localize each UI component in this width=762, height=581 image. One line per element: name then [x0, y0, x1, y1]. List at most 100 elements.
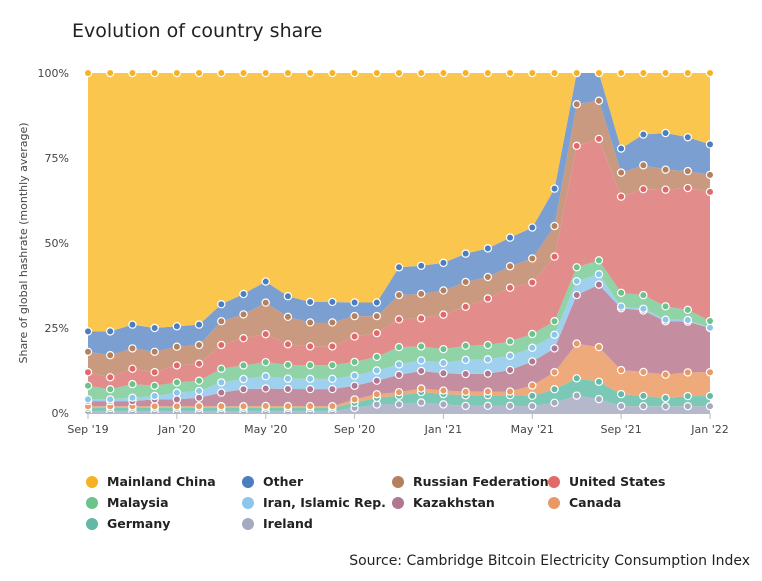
point-mainland-china[interactable] — [528, 68, 537, 78]
point-germany[interactable] — [550, 385, 559, 394]
point-malaysia[interactable] — [417, 342, 426, 351]
point-malaysia[interactable] — [283, 360, 293, 370]
point-mainland-china[interactable] — [683, 68, 692, 78]
point-kazakhstan[interactable] — [283, 384, 293, 394]
point-canada[interactable] — [528, 381, 537, 390]
point-ireland[interactable] — [594, 394, 604, 404]
point-mainland-china[interactable] — [106, 68, 115, 78]
point-russian-federation[interactable] — [217, 317, 226, 326]
point-united-states[interactable] — [394, 315, 404, 324]
point-other[interactable] — [528, 223, 537, 232]
point-malaysia[interactable] — [239, 361, 248, 370]
point-iran-islamic-rep[interactable] — [550, 330, 559, 339]
point-other[interactable] — [305, 297, 315, 307]
point-russian-federation[interactable] — [594, 96, 604, 105]
point-ireland[interactable] — [705, 402, 715, 411]
point-mainland-china[interactable] — [261, 68, 270, 78]
point-united-states[interactable] — [372, 328, 381, 338]
point-united-states[interactable] — [350, 332, 359, 341]
point-other[interactable] — [439, 258, 448, 268]
point-russian-federation[interactable] — [394, 290, 404, 300]
point-russian-federation[interactable] — [172, 342, 182, 351]
point-united-states[interactable] — [483, 294, 493, 303]
point-other[interactable] — [372, 298, 381, 307]
point-mainland-china[interactable] — [217, 68, 226, 78]
point-united-states[interactable] — [639, 184, 648, 194]
point-iran-islamic-rep[interactable] — [305, 374, 315, 384]
point-kazakhstan[interactable] — [572, 290, 581, 300]
point-russian-federation[interactable] — [505, 262, 515, 271]
point-kazakhstan[interactable] — [550, 344, 559, 353]
point-iran-islamic-rep[interactable] — [172, 388, 182, 397]
point-ireland[interactable] — [661, 402, 670, 411]
point-other[interactable] — [83, 327, 93, 336]
point-other[interactable] — [417, 261, 426, 270]
point-germany[interactable] — [683, 391, 692, 401]
point-mainland-china[interactable] — [616, 68, 626, 78]
legend-item-other[interactable]: Other — [242, 474, 303, 489]
point-kazakhstan[interactable] — [439, 369, 448, 378]
point-iran-islamic-rep[interactable] — [239, 374, 248, 384]
point-canada[interactable] — [661, 370, 670, 379]
point-russian-federation[interactable] — [328, 318, 337, 327]
point-malaysia[interactable] — [261, 357, 270, 367]
point-other[interactable] — [261, 277, 270, 286]
point-malaysia[interactable] — [572, 263, 581, 272]
point-germany[interactable] — [616, 389, 626, 399]
point-canada[interactable] — [172, 402, 182, 411]
point-iran-islamic-rep[interactable] — [417, 356, 426, 365]
point-kazakhstan[interactable] — [328, 384, 337, 394]
point-russian-federation[interactable] — [683, 166, 692, 176]
point-united-states[interactable] — [528, 278, 537, 287]
point-iran-islamic-rep[interactable] — [83, 395, 93, 404]
point-iran-islamic-rep[interactable] — [661, 315, 670, 324]
point-united-states[interactable] — [128, 364, 137, 373]
point-united-states[interactable] — [239, 334, 248, 343]
legend-item-iran-islamic-rep[interactable]: Iran, Islamic Rep. — [242, 495, 386, 510]
point-malaysia[interactable] — [616, 288, 626, 297]
point-canada[interactable] — [705, 368, 715, 377]
point-mainland-china[interactable] — [417, 68, 426, 78]
point-kazakhstan[interactable] — [350, 381, 359, 390]
point-iran-islamic-rep[interactable] — [505, 351, 515, 360]
point-united-states[interactable] — [328, 342, 337, 351]
point-mainland-china[interactable] — [394, 68, 404, 78]
point-russian-federation[interactable] — [461, 277, 470, 287]
point-iran-islamic-rep[interactable] — [106, 395, 115, 404]
point-mainland-china[interactable] — [239, 68, 248, 78]
point-other[interactable] — [217, 300, 226, 309]
point-other[interactable] — [483, 244, 493, 253]
point-russian-federation[interactable] — [639, 161, 648, 170]
point-russian-federation[interactable] — [483, 272, 493, 282]
point-iran-islamic-rep[interactable] — [194, 386, 204, 396]
point-canada[interactable] — [639, 367, 648, 377]
point-canada[interactable] — [439, 386, 448, 395]
point-canada[interactable] — [261, 401, 270, 411]
point-iran-islamic-rep[interactable] — [372, 366, 381, 375]
point-russian-federation[interactable] — [417, 289, 426, 299]
point-kazakhstan[interactable] — [305, 384, 315, 394]
point-canada[interactable] — [283, 401, 293, 411]
point-malaysia[interactable] — [705, 316, 715, 326]
point-other[interactable] — [283, 292, 293, 301]
point-malaysia[interactable] — [128, 379, 137, 389]
point-malaysia[interactable] — [683, 305, 692, 315]
point-malaysia[interactable] — [328, 360, 337, 370]
point-iran-islamic-rep[interactable] — [328, 374, 337, 384]
point-mainland-china[interactable] — [172, 68, 182, 78]
point-other[interactable] — [328, 297, 337, 307]
point-mainland-china[interactable] — [283, 68, 293, 78]
point-iran-islamic-rep[interactable] — [639, 304, 648, 313]
point-malaysia[interactable] — [172, 378, 182, 387]
point-malaysia[interactable] — [350, 357, 359, 367]
point-germany[interactable] — [661, 393, 670, 403]
point-iran-islamic-rep[interactable] — [217, 378, 226, 387]
point-germany[interactable] — [594, 377, 604, 386]
point-united-states[interactable] — [261, 329, 270, 339]
point-mainland-china[interactable] — [594, 68, 604, 78]
point-iran-islamic-rep[interactable] — [572, 276, 581, 286]
point-ireland[interactable] — [572, 391, 581, 400]
legend-item-ireland[interactable]: Ireland — [242, 516, 313, 531]
point-mainland-china[interactable] — [350, 68, 359, 78]
point-malaysia[interactable] — [639, 290, 648, 300]
